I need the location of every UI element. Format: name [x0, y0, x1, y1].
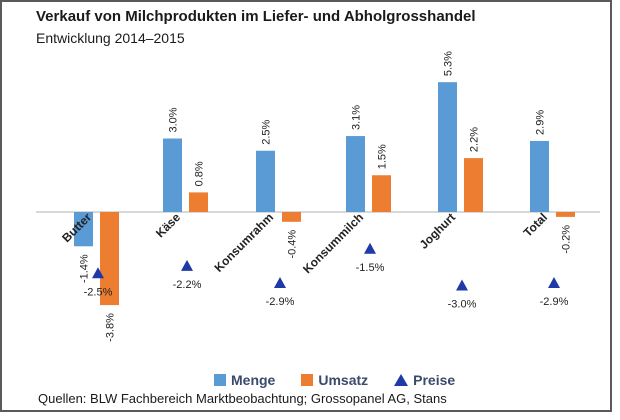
- chart-frame: [0, 0, 612, 412]
- data-label-umsatz-butter: -3.8%: [105, 313, 117, 342]
- legend-item-preise: Preise: [394, 372, 455, 388]
- bar-umsatz-konsumrahm: [282, 212, 301, 222]
- bar-umsatz-k-se: [189, 192, 208, 212]
- chart-legend: Menge Umsatz Preise: [214, 372, 455, 388]
- legend-label-umsatz: Umsatz: [318, 372, 369, 388]
- category-label-konsumrahm: Konsumrahm: [212, 210, 277, 275]
- category-label-k-se: Käse: [153, 210, 183, 240]
- category-label-total: Total: [521, 210, 551, 240]
- category-label-joghurt: Joghurt: [417, 210, 458, 251]
- legend-label-preise: Preise: [413, 372, 456, 388]
- marker-preise-konsummilch: [364, 242, 376, 254]
- data-label-umsatz-konsumrahm: -0.4%: [287, 230, 299, 259]
- bar-menge-k-se: [163, 138, 182, 212]
- marker-preise-konsumrahm: [274, 277, 286, 289]
- legend-swatch-umsatz: [301, 374, 314, 386]
- data-label-preise-konsummilch: -1.5%: [356, 262, 385, 274]
- legend-label-menge: Menge: [231, 372, 276, 388]
- data-label-preise-k-se: -2.2%: [173, 279, 202, 291]
- data-label-preise-butter: -2.5%: [84, 286, 113, 298]
- bar-menge-total: [530, 140, 549, 212]
- marker-preise-total: [548, 277, 560, 289]
- chart-title: Verkauf von Milchprodukten im Liefer- un…: [36, 8, 476, 25]
- marker-preise-butter: [92, 267, 104, 279]
- data-label-umsatz-total: -0.2%: [561, 225, 573, 254]
- data-label-preise-konsumrahm: -2.9%: [266, 296, 295, 308]
- data-label-menge-k-se: 3.0%: [168, 107, 180, 132]
- data-label-menge-joghurt: 5.3%: [443, 51, 455, 76]
- data-label-preise-total: -2.9%: [540, 296, 569, 308]
- bar-umsatz-joghurt: [464, 158, 483, 212]
- bar-umsatz-butter: [100, 212, 119, 306]
- bar-menge-butter: [74, 212, 93, 247]
- data-label-umsatz-konsummilch: 1.5%: [377, 144, 389, 169]
- source-note: Quellen: BLW Fachbereich Marktbeobachtun…: [38, 391, 447, 406]
- data-label-preise-joghurt: -3.0%: [448, 299, 477, 311]
- legend-triangle-icon: [394, 374, 409, 386]
- data-label-umsatz-k-se: 0.8%: [194, 161, 206, 186]
- data-label-menge-butter: -1.4%: [79, 254, 91, 283]
- marker-preise-k-se: [181, 259, 193, 271]
- data-label-menge-konsumrahm: 2.5%: [261, 119, 273, 144]
- data-label-umsatz-joghurt: 2.2%: [469, 127, 481, 152]
- chart-subtitle: Entwicklung 2014–2015: [36, 30, 185, 46]
- bar-umsatz-total: [556, 212, 575, 217]
- legend-item-menge: Menge: [214, 372, 275, 388]
- data-label-menge-konsummilch: 3.1%: [351, 105, 363, 130]
- data-label-menge-total: 2.9%: [535, 110, 547, 135]
- bar-umsatz-konsummilch: [372, 175, 391, 212]
- legend-swatch-menge: [214, 374, 226, 386]
- marker-preise-joghurt: [456, 279, 468, 291]
- bar-menge-konsummilch: [346, 136, 365, 212]
- bar-menge-joghurt: [438, 82, 457, 213]
- legend-item-umsatz: Umsatz: [301, 372, 368, 388]
- bar-menge-konsumrahm: [256, 150, 275, 212]
